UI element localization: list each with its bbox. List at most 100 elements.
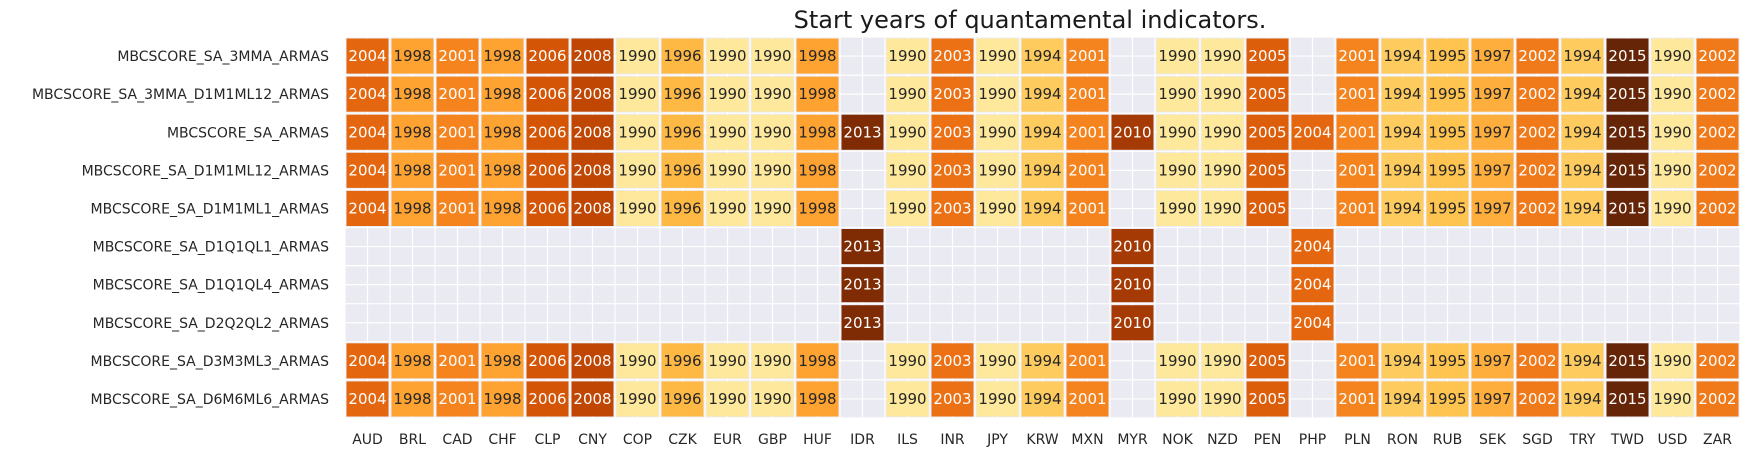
cell-value-label: 2013 [843, 238, 881, 256]
heatmap-cell [976, 343, 1019, 379]
heatmap-cell [1606, 343, 1649, 379]
cell-value-label: 1998 [393, 85, 431, 103]
heatmap-cell [931, 76, 974, 112]
heatmap-cell [1246, 38, 1289, 74]
row-tick-label: MBCSCORE_SA_D6M6ML6_ARMAS [91, 392, 330, 408]
cell-value-label: 2006 [528, 199, 566, 217]
heatmap-cell [706, 114, 749, 150]
cell-value-label: 2001 [1068, 352, 1106, 370]
column-tick-label: EUR [713, 432, 742, 448]
column-tick-label: TRY [1569, 432, 1596, 448]
cell-value-label: 2003 [933, 352, 971, 370]
heatmap-cell [436, 190, 479, 226]
heatmap-cell [391, 76, 434, 112]
cell-value-label: 2004 [348, 161, 386, 179]
cell-value-label: 1995 [1428, 352, 1466, 370]
heatmap-cell [796, 152, 839, 188]
row-tick-label: MBCSCORE_SA_D3M3ML3_ARMAS [91, 354, 330, 370]
heatmap-cell [616, 114, 659, 150]
column-tick-label: MXN [1071, 432, 1103, 448]
heatmap-cell [1426, 152, 1469, 188]
column-tick-label: TWD [1610, 432, 1644, 448]
heatmap-cell [1111, 229, 1154, 265]
heatmap-cell [1426, 381, 1469, 417]
cell-value-label: 2002 [1698, 47, 1736, 65]
heatmap-cell [661, 38, 704, 74]
heatmap-cell [481, 152, 524, 188]
cell-value-label: 1990 [753, 390, 791, 408]
cell-value-label: 2006 [528, 390, 566, 408]
column-tick-label: CAD [442, 432, 472, 448]
cell-value-label: 2015 [1608, 123, 1646, 141]
heatmap-cell [1561, 76, 1604, 112]
heatmap-cell [1651, 114, 1694, 150]
column-tick-label: NZD [1207, 432, 1238, 448]
heatmap-cell [1696, 114, 1739, 150]
heatmap-cell [1021, 114, 1064, 150]
heatmap-cell [1336, 381, 1379, 417]
heatmap-cell [1201, 152, 1244, 188]
column-tick-label: COP [623, 432, 652, 448]
heatmap-cell [661, 152, 704, 188]
heatmap-cell [1336, 343, 1379, 379]
heatmap-cell [346, 381, 389, 417]
heatmap-cell [616, 38, 659, 74]
cell-value-label: 1990 [708, 85, 746, 103]
cell-value-label: 2013 [843, 123, 881, 141]
heatmap-cell [706, 381, 749, 417]
heatmap-cell [661, 343, 704, 379]
cell-value-label: 1990 [753, 123, 791, 141]
cell-value-label: 1996 [663, 390, 701, 408]
heatmap-cell [706, 190, 749, 226]
cell-value-label: 1994 [1383, 123, 1421, 141]
heatmap-cell [1156, 343, 1199, 379]
cell-value-label: 1990 [888, 199, 926, 217]
column-tick-label: IDR [850, 432, 875, 448]
cell-value-label: 1998 [798, 161, 836, 179]
cell-value-label: 1995 [1428, 199, 1466, 217]
cell-value-label: 2004 [1293, 238, 1331, 256]
heatmap-cell [1516, 381, 1559, 417]
cell-value-label: 1990 [888, 161, 926, 179]
cell-value-label: 1990 [978, 352, 1016, 370]
column-tick-label: USD [1658, 432, 1688, 448]
heatmap-cell [346, 38, 389, 74]
cell-value-label: 2005 [1248, 199, 1286, 217]
heatmap-cell [1606, 381, 1649, 417]
heatmap-cell [1516, 343, 1559, 379]
cell-value-label: 1990 [753, 47, 791, 65]
cell-value-label: 1990 [1203, 85, 1241, 103]
column-tick-label: JPY [986, 432, 1008, 448]
heatmap-cell [391, 190, 434, 226]
cell-value-label: 2001 [1068, 390, 1106, 408]
cell-value-label: 2002 [1698, 123, 1736, 141]
heatmap-cell [481, 381, 524, 417]
cell-value-label: 1994 [1383, 199, 1421, 217]
cell-value-label: 2013 [843, 314, 881, 332]
heatmap-cell [1471, 152, 1514, 188]
cell-value-label: 1994 [1563, 352, 1601, 370]
heatmap-cell [1246, 152, 1289, 188]
cell-value-label: 2013 [843, 276, 881, 294]
cell-value-label: 1990 [618, 199, 656, 217]
cell-value-label: 1998 [393, 123, 431, 141]
cell-value-label: 1998 [483, 161, 521, 179]
cell-value-label: 2001 [438, 161, 476, 179]
cell-value-label: 2004 [348, 85, 386, 103]
cell-value-label: 2004 [348, 199, 386, 217]
cell-value-label: 2008 [573, 85, 611, 103]
heatmap-cell [526, 38, 569, 74]
row-tick-label: MBCSCORE_SA_D1M1ML1_ARMAS [91, 201, 330, 217]
column-tick-label: PEN [1254, 432, 1282, 448]
cell-value-label: 2006 [528, 161, 566, 179]
heatmap-cell [931, 381, 974, 417]
cell-value-label: 2001 [1338, 390, 1376, 408]
heatmap-cell [751, 190, 794, 226]
heatmap-cell [976, 114, 1019, 150]
cell-value-label: 2001 [1068, 123, 1106, 141]
heatmap-cell [886, 381, 929, 417]
cell-value-label: 1994 [1383, 352, 1421, 370]
cell-value-label: 2001 [1068, 199, 1106, 217]
cell-value-label: 1990 [1203, 161, 1241, 179]
heatmap-cell [571, 114, 614, 150]
